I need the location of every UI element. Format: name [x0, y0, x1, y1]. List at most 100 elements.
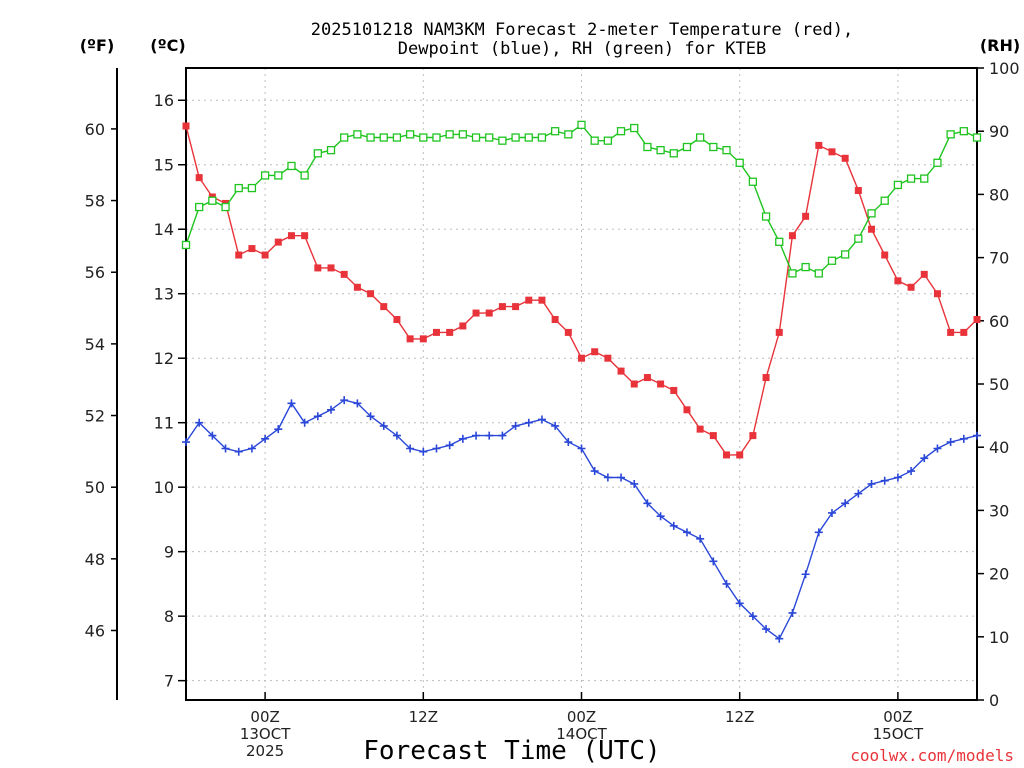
rh-point — [722, 146, 731, 155]
rh-point — [788, 269, 797, 278]
rh-point — [972, 133, 982, 142]
dewpoint-point — [379, 421, 388, 430]
fahrenheit-unit-label: (ºF) — [80, 36, 115, 55]
x-tick-label: 13OCT — [240, 725, 291, 743]
dewpoint-point — [208, 431, 217, 440]
dewpoint-point — [603, 473, 612, 482]
temperature-point — [446, 328, 454, 336]
dewpoint-point — [419, 447, 428, 456]
chart-title-line-2: Dewpoint (blue), RH (green) for KTEB — [398, 39, 766, 59]
dewpoint-point — [366, 412, 375, 421]
temperature-point — [617, 367, 625, 375]
x-tick-label: 14OCT — [556, 725, 607, 743]
rh-point — [630, 123, 639, 133]
rh-point — [524, 133, 533, 142]
celsius-tick-label: 15 — [154, 156, 174, 175]
rh-tick-label: 10 — [989, 628, 1009, 647]
fahrenheit-tick-label: 54 — [85, 335, 105, 354]
fahrenheit-tick-label: 58 — [85, 192, 105, 211]
dewpoint-point — [485, 431, 494, 440]
rh-point — [814, 269, 823, 278]
temperature-point — [788, 232, 796, 240]
dewpoint-point — [841, 499, 850, 508]
rh-tick-label: 0 — [989, 691, 999, 710]
temperature-point — [973, 316, 981, 324]
rh-tick-label: 40 — [989, 438, 1009, 457]
temperature-point — [854, 187, 862, 195]
x-tick-label: 2025 — [246, 742, 284, 760]
dewpoint-point — [564, 438, 573, 447]
dewpoint-point — [920, 454, 929, 463]
dewpoint-point — [959, 434, 968, 443]
rh-point — [181, 240, 191, 250]
rh-point — [498, 136, 507, 145]
dewpoint-point — [696, 534, 705, 543]
celsius-tick-label: 10 — [154, 478, 174, 497]
celsius-tick-label: 9 — [164, 543, 174, 562]
dewpoint-point — [472, 431, 481, 440]
rh-tick-label: 50 — [989, 375, 1009, 394]
rh-point — [247, 183, 257, 193]
dewpoint-point — [748, 612, 757, 621]
rh-point — [959, 127, 968, 136]
dewpoint-point — [788, 608, 797, 617]
temperature-point — [248, 245, 256, 253]
rh-point — [880, 196, 889, 205]
rh-point — [893, 180, 903, 190]
dewpoint-point — [353, 399, 362, 408]
dewpoint-point — [827, 508, 836, 517]
temperature-point — [393, 316, 401, 324]
dewpoint-point — [801, 570, 810, 579]
temperature-point — [604, 354, 612, 362]
rh-tick-label: 20 — [989, 565, 1009, 584]
rh-tick-label: 60 — [989, 312, 1009, 331]
celsius-unit-label: (ºC) — [150, 36, 185, 55]
rh-point — [300, 171, 309, 180]
temperature-point — [195, 174, 203, 182]
temperature-point — [182, 122, 190, 130]
rh-point — [274, 171, 283, 180]
rh-point — [709, 142, 718, 152]
temperature-point — [340, 270, 348, 278]
dewpoint-point — [669, 521, 678, 530]
rh-point — [432, 133, 441, 142]
celsius-tick-label: 14 — [154, 220, 174, 239]
temperature-point — [353, 283, 361, 291]
fahrenheit-tick-label: 60 — [85, 120, 105, 139]
rh-tick-label: 100 — [989, 59, 1020, 78]
dewpoint-point — [933, 444, 942, 453]
rh-point — [458, 130, 468, 139]
rh-point — [643, 142, 652, 152]
rh-point — [511, 133, 520, 142]
dewpoint-point — [458, 434, 467, 443]
temperature-point — [709, 432, 717, 440]
temperature-point — [512, 303, 520, 311]
temperature-point — [327, 264, 335, 272]
celsius-tick-label: 13 — [154, 285, 174, 304]
dewpoint-point — [656, 512, 665, 521]
celsius-tick-label: 8 — [164, 607, 174, 626]
dewpoint-point — [867, 479, 876, 488]
rh-point — [485, 133, 494, 142]
dewpoint-point — [247, 444, 256, 453]
dewpoint-point — [537, 415, 546, 424]
dewpoint-point — [327, 405, 336, 414]
temperature-point — [881, 251, 889, 259]
dewpoint-point — [313, 412, 322, 421]
celsius-tick-label: 16 — [154, 91, 174, 110]
rh-point — [669, 149, 678, 158]
fahrenheit-tick-label: 52 — [85, 407, 105, 426]
dewpoint-point — [880, 476, 889, 485]
dewpoint-point — [511, 421, 520, 430]
dewpoint-point — [762, 625, 771, 634]
celsius-tick-label: 7 — [164, 672, 174, 691]
plot-frame — [185, 67, 978, 701]
rh-point — [590, 136, 599, 145]
dewpoint-point — [287, 399, 296, 408]
celsius-tick-label: 11 — [154, 414, 174, 433]
rh-point — [260, 171, 270, 180]
rh-point — [353, 130, 362, 139]
temperature-point — [406, 335, 414, 343]
rh-point — [564, 130, 573, 139]
